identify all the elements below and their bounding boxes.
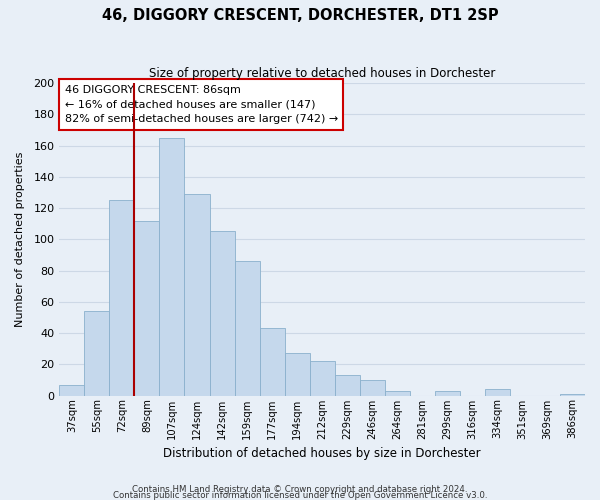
Bar [360,380,385,396]
Bar [260,328,284,396]
Bar [209,232,235,396]
Text: Contains HM Land Registry data © Crown copyright and database right 2024.: Contains HM Land Registry data © Crown c… [132,484,468,494]
Text: Contains public sector information licensed under the Open Government Licence v3: Contains public sector information licen… [113,490,487,500]
Bar [134,220,160,396]
Y-axis label: Number of detached properties: Number of detached properties [15,152,25,327]
Bar [184,194,209,396]
Bar [85,311,109,396]
Text: 46 DIGGORY CRESCENT: 86sqm
← 16% of detached houses are smaller (147)
82% of sem: 46 DIGGORY CRESCENT: 86sqm ← 16% of deta… [65,84,338,124]
Bar [335,375,360,396]
Text: 46, DIGGORY CRESCENT, DORCHESTER, DT1 2SP: 46, DIGGORY CRESCENT, DORCHESTER, DT1 2S… [101,8,499,22]
Bar [109,200,134,396]
Bar [485,390,510,396]
X-axis label: Distribution of detached houses by size in Dorchester: Distribution of detached houses by size … [163,447,481,460]
Bar [235,261,260,396]
Bar [284,354,310,396]
Title: Size of property relative to detached houses in Dorchester: Size of property relative to detached ho… [149,68,496,80]
Bar [560,394,585,396]
Bar [59,384,85,396]
Bar [385,391,410,396]
Bar [310,361,335,396]
Bar [435,391,460,396]
Bar [160,138,184,396]
